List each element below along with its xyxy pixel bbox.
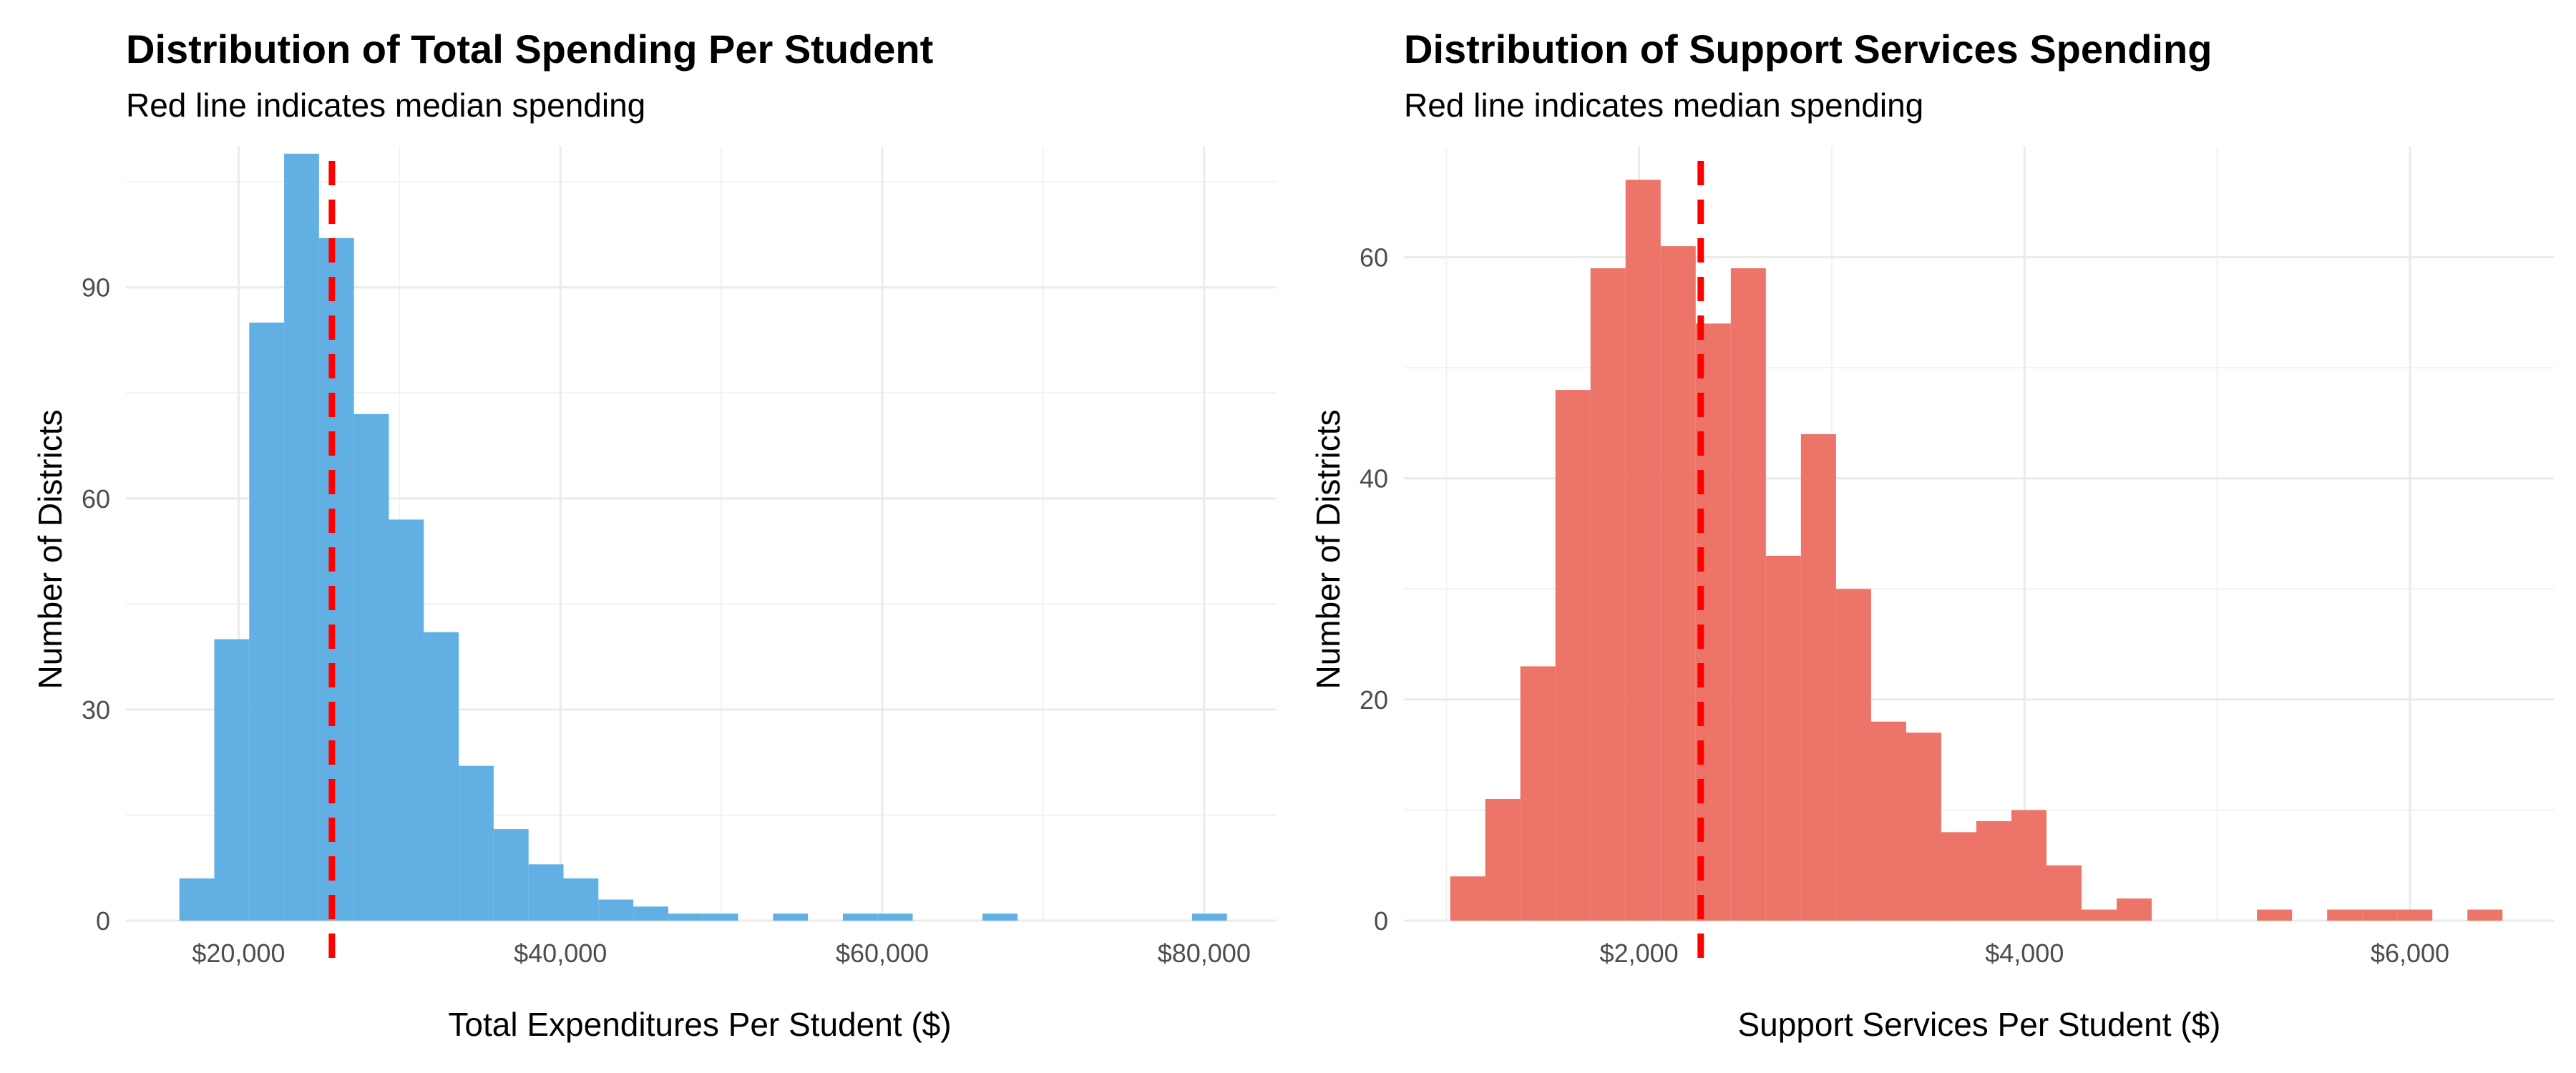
chart-subtitle: Red line indicates median spending <box>1404 87 1923 124</box>
histogram-bar <box>1520 666 1556 921</box>
histogram-bar <box>2362 909 2398 921</box>
histogram-bar <box>1660 246 1696 921</box>
chart-subtitle: Red line indicates median spending <box>126 87 645 124</box>
histogram-bar <box>424 632 459 921</box>
x-tick-label: $2,000 <box>1600 939 1679 968</box>
histogram-bar <box>2327 909 2363 921</box>
histogram-bar <box>1870 721 1906 921</box>
y-tick-label: 0 <box>96 906 110 936</box>
y-tick-label: 20 <box>1360 685 1388 715</box>
histogram-bar <box>1835 589 1871 921</box>
histogram-bar <box>563 878 599 921</box>
y-tick-labels: 0 20 40 60 <box>1360 243 1388 936</box>
chart-title: Distribution of Total Spending Per Stude… <box>126 26 933 72</box>
histogram-bar <box>703 913 738 921</box>
x-tick-labels: $20,000 $40,000 $60,000 $80,000 <box>192 939 1251 968</box>
histogram-bar <box>2082 909 2117 921</box>
x-tick-labels: $2,000 $4,000 $6,000 <box>1600 939 2449 968</box>
histogram-bar <box>1625 180 1661 921</box>
histogram-bar <box>179 878 215 921</box>
histogram-bar <box>1941 832 1976 921</box>
histogram-bar <box>249 322 285 921</box>
histogram-bar <box>598 899 634 921</box>
histogram-bar <box>668 913 703 921</box>
histogram-bar <box>284 153 319 921</box>
histogram-bar <box>2397 909 2433 921</box>
y-axis-title: Number of Districts <box>1309 409 1347 689</box>
bars <box>1450 180 2503 921</box>
x-axis-title: Total Expenditures Per Student ($) <box>448 1006 951 1043</box>
histogram-bar <box>2046 865 2082 921</box>
histogram-bar <box>459 765 494 921</box>
histogram-bar <box>1765 555 1801 921</box>
histogram-bar <box>842 913 878 921</box>
histogram-bar <box>2467 909 2503 921</box>
x-tick-label: $20,000 <box>192 939 285 968</box>
y-tick-label: 0 <box>1374 906 1388 936</box>
x-tick-label: $60,000 <box>836 939 929 968</box>
x-tick-label: $6,000 <box>2371 939 2449 968</box>
y-tick-label: 90 <box>82 273 110 303</box>
histogram-bar <box>2257 909 2293 921</box>
panel-support-services: Distribution of Support Services Spendin… <box>1309 26 2555 1043</box>
histogram-bar <box>1906 733 1941 921</box>
histogram-bar <box>982 913 1018 921</box>
bars <box>179 153 1227 921</box>
y-tick-label: 30 <box>82 695 110 725</box>
histogram-bar <box>1191 913 1227 921</box>
x-tick-label: $40,000 <box>514 939 607 968</box>
histogram-bar <box>1450 876 1485 921</box>
histogram-bar <box>1485 798 1521 921</box>
histogram-bar <box>389 519 424 921</box>
histogram-bar <box>353 413 389 921</box>
y-tick-label: 40 <box>1360 464 1388 494</box>
histogram-bar <box>2117 898 2152 921</box>
panel-total-spending: Distribution of Total Spending Per Stude… <box>31 26 1277 1043</box>
histogram-bar <box>633 906 668 921</box>
histogram-bar <box>214 639 250 921</box>
x-tick-label: $80,000 <box>1158 939 1251 968</box>
y-axis-title: Number of Districts <box>31 409 69 689</box>
x-tick-label: $4,000 <box>1985 939 2064 968</box>
chart-title: Distribution of Support Services Spendin… <box>1404 26 2212 72</box>
histogram-bar <box>877 913 913 921</box>
histogram-bar <box>1976 820 2011 921</box>
histogram-bar <box>1555 390 1591 921</box>
histogram-bar <box>1730 268 1766 921</box>
histogram-bar <box>773 913 809 921</box>
histogram-bar <box>2011 810 2047 921</box>
histogram-bar <box>318 237 354 921</box>
x-axis-title: Support Services Per Student ($) <box>1738 1006 2221 1043</box>
y-tick-label: 60 <box>82 484 110 514</box>
histogram-bar <box>1800 433 1836 921</box>
y-tick-labels: 0 30 60 90 <box>82 273 110 936</box>
histogram-bar <box>528 864 564 921</box>
histogram-bar <box>1590 268 1626 921</box>
histogram-bar <box>493 829 529 921</box>
y-tick-label: 60 <box>1360 243 1388 273</box>
